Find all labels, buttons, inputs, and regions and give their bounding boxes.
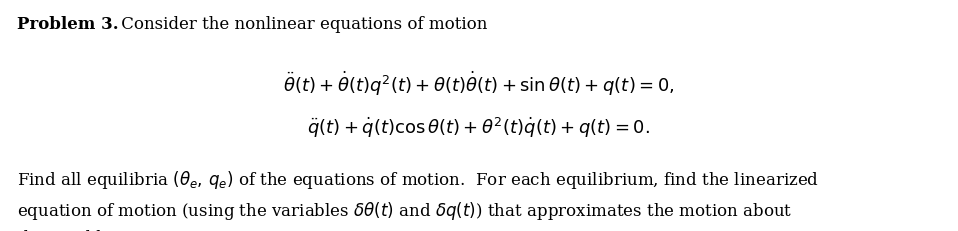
Text: $\ddot{\theta}(t) + \dot{\theta}(t)q^2(t) + \theta(t)\dot{\theta}(t) + \sin\thet: $\ddot{\theta}(t) + \dot{\theta}(t)q^2(t… xyxy=(284,69,674,97)
Text: Consider the nonlinear equations of motion: Consider the nonlinear equations of moti… xyxy=(116,16,488,33)
Text: Problem 3.: Problem 3. xyxy=(17,16,119,33)
Text: equation of motion (using the variables $\delta\theta(t)$ and $\delta q(t)$) tha: equation of motion (using the variables … xyxy=(17,199,792,221)
Text: $\ddot{q}(t) + \dot{q}(t)\cos\theta(t) + \theta^2(t)\dot{q}(t) + q(t) = 0.$: $\ddot{q}(t) + \dot{q}(t)\cos\theta(t) +… xyxy=(308,116,650,140)
Text: Find all equilibria $(\theta_e,\, q_e)$ of the equations of motion.  For each eq: Find all equilibria $(\theta_e,\, q_e)$ … xyxy=(17,169,819,191)
Text: the equilibrium.: the equilibrium. xyxy=(17,229,152,231)
